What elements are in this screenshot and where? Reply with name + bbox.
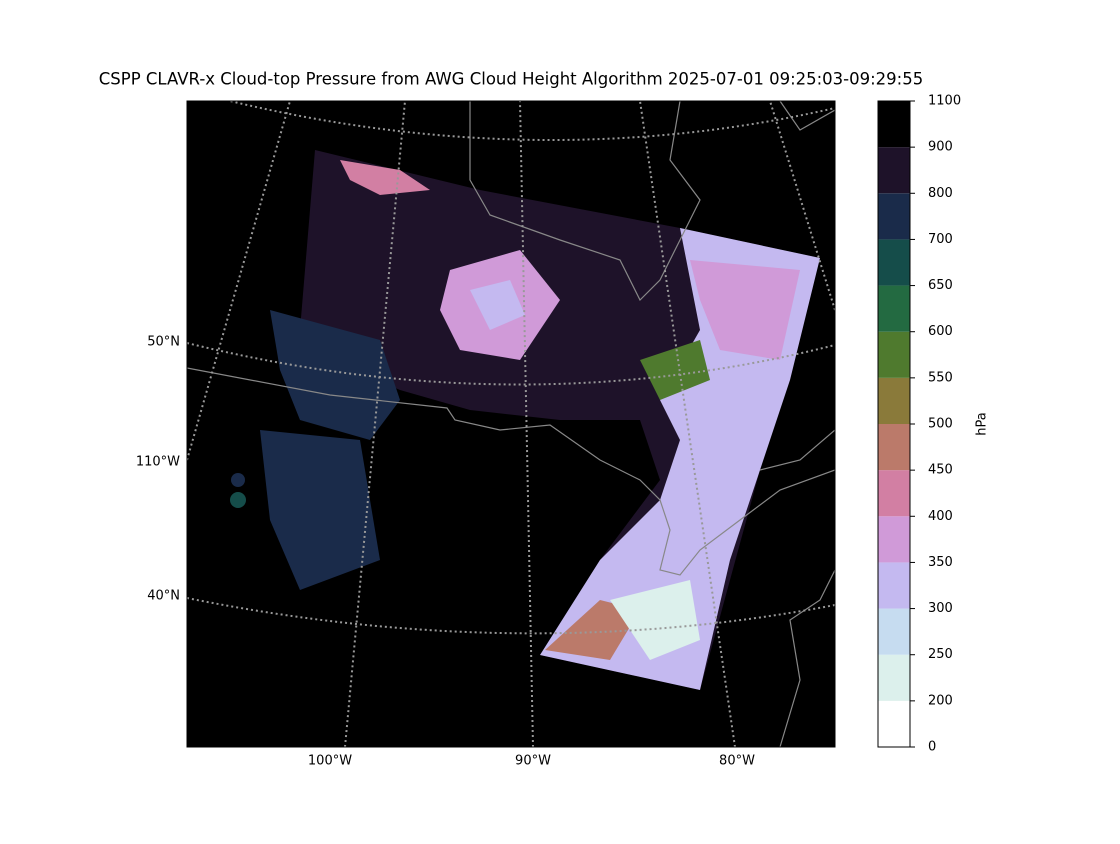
lat-label: 50°N — [147, 335, 180, 350]
colorbar-tick-label: 350 — [928, 555, 953, 570]
colorbar-tick-label: 800 — [928, 186, 953, 201]
colorbar-segment — [878, 470, 910, 517]
colorbar-segment — [878, 516, 910, 563]
colorbar-segment — [878, 239, 910, 286]
colorbar-label: hPa — [975, 412, 990, 435]
lon-label: 100°W — [308, 754, 352, 769]
cloud-patch — [610, 580, 700, 660]
colorbar-tick-label: 450 — [928, 463, 953, 478]
lon-label: 90°W — [515, 754, 551, 769]
colorbar-segment — [878, 424, 910, 471]
colorbar-segment — [878, 285, 910, 332]
colorbar-segment — [878, 193, 910, 240]
colorbar-tick-label: 300 — [928, 601, 953, 616]
colorbar-tick-label: 600 — [928, 324, 953, 339]
colorbar-tick-label: 200 — [928, 693, 953, 708]
colorbar-segment — [878, 700, 910, 747]
colorbar-tick-label: 650 — [928, 278, 953, 293]
colorbar-tick-label: 1100 — [928, 94, 961, 109]
colorbar-segment — [878, 562, 910, 609]
cloud-patch — [230, 492, 246, 508]
colorbar-tick-label: 900 — [928, 140, 953, 155]
cloud-patch — [640, 340, 710, 400]
colorbar-tick-label: 700 — [928, 232, 953, 247]
cloud-patch — [270, 310, 400, 440]
map-title: CSPP CLAVR-x Cloud-top Pressure from AWG… — [99, 70, 923, 89]
cloud-patch — [231, 473, 245, 487]
map-area — [186, 100, 836, 748]
colorbar-tick-label: 400 — [928, 509, 953, 524]
cloud-patch — [470, 280, 525, 330]
colorbar-tick-label: 550 — [928, 370, 953, 385]
colorbar: 0 200 250 300 350 400 450 500 550 600 650 700 800 900… — [877, 94, 961, 755]
colorbar-segment — [878, 608, 910, 655]
colorbar-segment — [878, 147, 910, 194]
coastlines — [187, 101, 835, 747]
colorbar-segment — [878, 101, 910, 148]
cloud-patch — [690, 260, 800, 360]
colorbar-tick-label: 250 — [928, 647, 953, 662]
lat-label: 40°N — [147, 589, 180, 604]
cloud-patch — [340, 160, 430, 195]
colorbar-tick-label: 0 — [928, 740, 936, 755]
lon-label: 110°W — [136, 455, 180, 470]
graticule — [187, 101, 835, 747]
colorbar-segment — [878, 377, 910, 424]
colorbar-segment — [878, 331, 910, 378]
cloud-patch — [260, 430, 380, 590]
colorbar-segment — [878, 654, 910, 701]
cloud-patch — [545, 600, 640, 660]
map-frame — [186, 100, 836, 748]
lon-label: 80°W — [719, 754, 755, 769]
colorbar-tick-label: 500 — [928, 417, 953, 432]
